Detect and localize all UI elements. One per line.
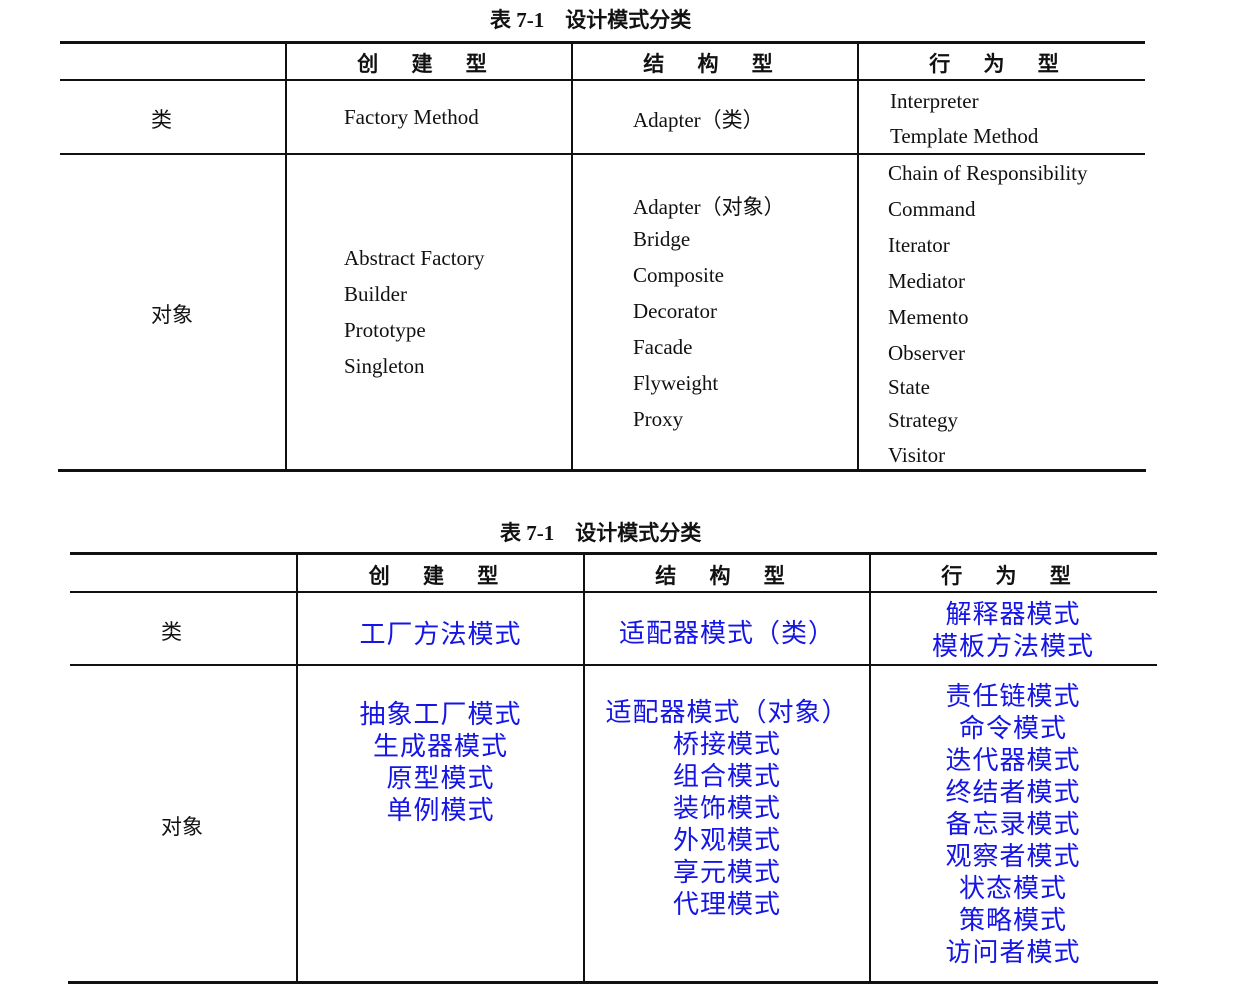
rule xyxy=(60,41,1145,44)
header-structural: 结 构 型 xyxy=(655,564,799,588)
pattern: 责任链模式 xyxy=(945,682,1081,711)
pattern: 模板方法模式 xyxy=(931,632,1094,661)
pattern: 工厂方法模式 xyxy=(359,620,522,649)
pattern: 备忘录模式 xyxy=(945,810,1081,839)
rule xyxy=(70,664,1157,666)
pattern: State xyxy=(888,375,930,399)
pattern: Proxy xyxy=(633,407,684,431)
pattern: Memento xyxy=(888,305,969,329)
col-divider xyxy=(285,42,287,471)
rule xyxy=(60,79,1145,81)
pattern: 装饰模式 xyxy=(672,794,781,823)
class-creational: 工厂方法模式 xyxy=(298,614,583,649)
row-label-class: 类 xyxy=(151,108,172,132)
object-behavioral: Chain of Responsibility Command Iterator Me… xyxy=(888,161,1088,479)
header-creational: 创 建 型 xyxy=(357,52,501,76)
rule xyxy=(60,153,1145,155)
pattern: Adapter（对象） xyxy=(633,195,785,219)
pattern: 抽象工厂模式 xyxy=(359,700,522,729)
class-behavioral: 解释器模式模板方法模式 xyxy=(871,594,1155,661)
pattern: Flyweight xyxy=(633,371,719,395)
table2-title: 表 7-1 设计模式分类 xyxy=(500,521,702,545)
pattern: Strategy xyxy=(888,408,958,432)
header-structural: 结 构 型 xyxy=(643,52,787,76)
pattern: 代理模式 xyxy=(672,890,781,919)
pattern: Prototype xyxy=(344,318,426,342)
col-divider xyxy=(296,553,298,983)
pattern: Observer xyxy=(888,341,965,365)
header-behavioral: 行 为 型 xyxy=(941,564,1085,588)
pattern: Decorator xyxy=(633,299,717,323)
class-structural: Adapter（类） xyxy=(633,104,764,140)
object-creational: 抽象工厂模式 生成器模式原型模式单例模式 xyxy=(298,694,583,825)
pattern: Command xyxy=(888,197,976,221)
header-behavioral: 行 为 型 xyxy=(929,52,1073,76)
pattern: Factory Method xyxy=(344,105,479,129)
pattern: Adapter（类） xyxy=(633,108,764,132)
pattern: Composite xyxy=(633,263,725,287)
pattern: Facade xyxy=(633,335,693,359)
pattern: 享元模式 xyxy=(672,858,781,887)
pattern: Interpreter xyxy=(890,89,979,113)
row-label-class: 类 xyxy=(161,620,182,644)
class-behavioral: Interpreter Template Method xyxy=(890,89,1038,160)
col-divider xyxy=(869,553,871,983)
row-label-object: 对象 xyxy=(151,303,193,327)
object-structural: Adapter（对象） Bridge Composite Decorator Facad… xyxy=(633,191,785,443)
rule xyxy=(70,591,1157,593)
col-divider xyxy=(571,42,573,471)
pattern: 解释器模式 xyxy=(945,600,1081,629)
header-creational: 创 建 型 xyxy=(368,564,513,588)
pattern: 适配器模式（对象） xyxy=(605,698,849,727)
pattern: Mediator xyxy=(888,269,965,293)
pattern: Abstract Factory xyxy=(344,246,485,270)
pattern: Builder xyxy=(344,282,407,306)
pattern: 适配器模式（类） xyxy=(618,619,835,648)
class-structural: 适配器模式（类） xyxy=(585,613,869,648)
pattern: Singleton xyxy=(344,354,425,378)
pattern: 状态模式 xyxy=(958,874,1067,903)
object-structural: 适配器模式（对象） 桥接模式组合模式装饰模式外观模式享元模式代理模式 xyxy=(585,692,869,919)
pattern: Chain of Responsibility xyxy=(888,161,1088,185)
pattern: 生成器模式 xyxy=(372,732,508,761)
pattern: 访问者模式 xyxy=(945,938,1081,967)
class-creational: Factory Method xyxy=(344,105,479,141)
pattern: 外观模式 xyxy=(672,826,781,855)
pattern: 原型模式 xyxy=(386,764,495,793)
object-behavioral: 责任链模式命令模式迭代器模式终结者模式备忘录模式观察者模式状态模式策略模式访问者… xyxy=(871,676,1155,967)
rule xyxy=(70,552,1157,555)
pattern: 观察者模式 xyxy=(945,842,1081,871)
table1-title: 表 7-1 设计模式分类 xyxy=(490,8,692,32)
pattern: 组合模式 xyxy=(672,762,781,791)
pattern: Visitor xyxy=(888,443,946,467)
pattern: Iterator xyxy=(888,233,950,257)
object-creational: Abstract Factory Builder Prototype Singleto… xyxy=(344,246,485,390)
row-label-object: 对象 xyxy=(161,815,203,839)
pattern: Bridge xyxy=(633,227,691,251)
col-divider xyxy=(583,553,585,983)
pattern: 策略模式 xyxy=(958,906,1067,935)
pattern: Template Method xyxy=(890,124,1039,148)
pattern: 终结者模式 xyxy=(945,778,1081,807)
col-divider xyxy=(857,42,859,471)
rule xyxy=(58,469,1146,472)
pattern: 单例模式 xyxy=(386,796,495,825)
pattern: 命令模式 xyxy=(958,714,1067,743)
pattern: 迭代器模式 xyxy=(945,746,1081,775)
pattern: 桥接模式 xyxy=(672,730,781,759)
rule xyxy=(68,981,1158,984)
